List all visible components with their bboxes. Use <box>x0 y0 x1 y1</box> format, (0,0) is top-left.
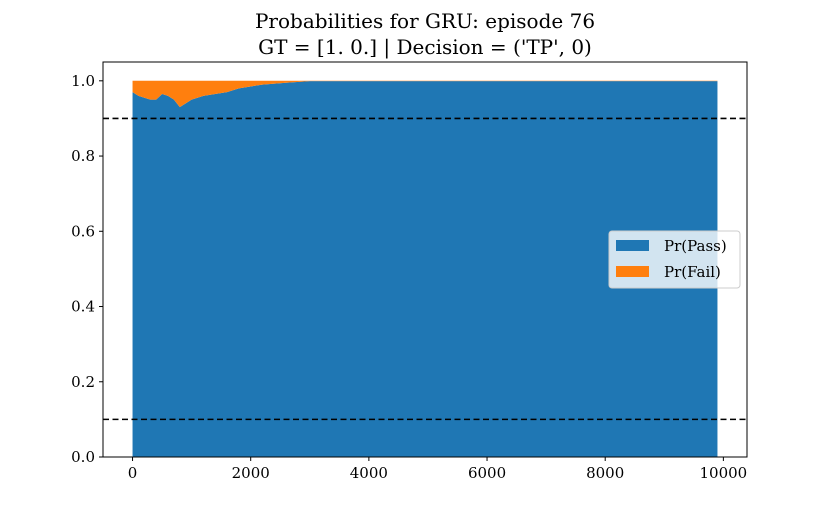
y-tick-label: 0.8 <box>71 147 95 165</box>
plot-area: 0 2000 4000 6000 8000 10000 0.0 0.2 0.4 0.6 0.8 1.0… <box>71 61 748 482</box>
legend-label-1: Pr(Fail) <box>664 263 721 281</box>
x-tick-label: 4000 <box>350 464 388 482</box>
legend-label-0: Pr(Pass) <box>664 237 727 255</box>
x-tick-label: 6000 <box>468 464 506 482</box>
legend-swatch-1 <box>616 266 649 277</box>
area-series-1 <box>132 80 718 108</box>
chart-subtitle: GT = [1. 0.] | Decision = ('TP', 0) <box>258 35 592 60</box>
y-tick-label: 1.0 <box>71 72 95 90</box>
x-tick-label: 2000 <box>232 464 270 482</box>
x-tick-label: 8000 <box>586 464 624 482</box>
y-tick-label: 0.4 <box>71 298 95 316</box>
x-tick-label: 0 <box>128 464 138 482</box>
y-tick-label: 0.6 <box>71 222 95 240</box>
area-series-0 <box>132 81 718 457</box>
axes-frame <box>102 61 748 458</box>
legend-swatch-0 <box>616 240 649 251</box>
y-tick-label: 0.0 <box>71 448 95 466</box>
x-tick-label: 10000 <box>700 464 748 482</box>
chart-title: Probabilities for GRU: episode 76 <box>255 9 595 33</box>
y-tick-label: 0.2 <box>71 373 95 391</box>
